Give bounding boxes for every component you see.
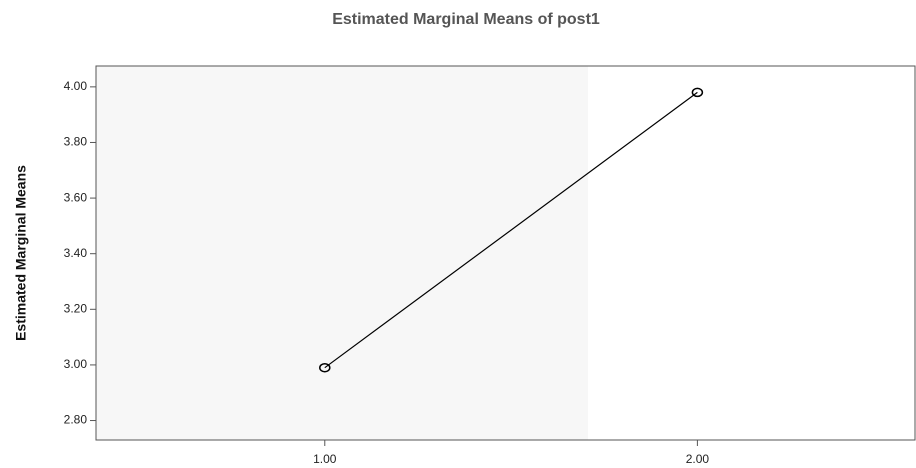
y-tick-label: 3.00 (64, 357, 88, 371)
y-tick-label: 4.00 (64, 79, 88, 93)
y-tick-label: 3.40 (64, 246, 88, 260)
y-tick-label: 3.20 (64, 301, 88, 315)
x-tick-label: 1.00 (313, 452, 337, 466)
plot-shade (96, 66, 588, 440)
chart-title: Estimated Marginal Means of post1 (332, 11, 600, 28)
y-tick-label: 3.80 (64, 135, 88, 149)
data-point (319, 362, 331, 373)
y-tick-label: 2.80 (64, 413, 88, 427)
data-point (691, 87, 704, 98)
series-line (324, 91, 698, 369)
x-tick-label: 2.00 (686, 452, 710, 466)
y-tick-label: 3.60 (64, 190, 88, 204)
y-axis-label: Estimated Marginal Means (13, 165, 29, 341)
plot-frame (95, 65, 916, 441)
